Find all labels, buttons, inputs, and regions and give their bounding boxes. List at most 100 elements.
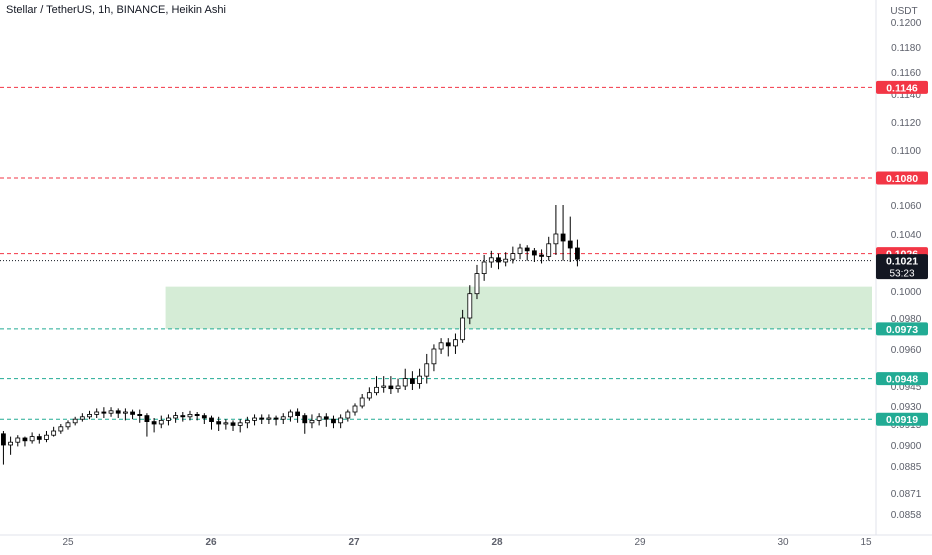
candle-body-down	[560, 233, 566, 242]
price-axis-currency: USDT	[890, 6, 917, 17]
support-price-label: 0.0948	[886, 374, 918, 386]
price-tick-label: 0.1160	[891, 68, 921, 79]
candle-body-down	[331, 418, 336, 424]
candle-body-down	[496, 257, 501, 263]
candle-body-down	[1, 433, 6, 446]
candle-body-up	[252, 417, 257, 421]
candle-body-up	[29, 436, 35, 442]
candle-body-up	[352, 405, 358, 413]
price-tick-label: 0.0960	[891, 345, 922, 356]
time-tick-label: 28	[491, 537, 503, 548]
candle-body-up	[123, 411, 128, 414]
candle-body-up	[280, 416, 286, 420]
candle-body-down	[273, 417, 279, 420]
candle-body-down	[230, 422, 236, 426]
candle-body-down	[539, 254, 544, 257]
candle-body-up	[244, 419, 250, 424]
candle-body-up	[510, 253, 516, 260]
candle-body-up	[237, 422, 243, 426]
price-tick-label: 0.0980	[891, 314, 922, 325]
candle-body-down	[36, 436, 42, 440]
support-price-label: 0.0919	[886, 414, 918, 426]
resistance-price-label-bg	[876, 80, 928, 94]
candle-body-down	[302, 415, 308, 424]
resistance-price-label: 0.1146	[886, 82, 918, 94]
candle-body-up	[309, 419, 315, 424]
support-price-label-bg	[876, 322, 928, 336]
candle-body-down	[137, 413, 143, 416]
candle-body-up	[58, 426, 64, 432]
price-tick-label: 0.0945	[891, 382, 922, 393]
price-tick-label: 0.1100	[891, 146, 921, 157]
candle-body-up	[381, 385, 387, 388]
candle-body-down	[445, 342, 451, 347]
candle-body-up	[72, 418, 78, 424]
price-tick-label: 0.1200	[891, 18, 922, 29]
candle-body-up	[44, 434, 49, 440]
time-tick-label: 27	[348, 537, 360, 548]
candle-body-up	[166, 417, 171, 421]
candle-body-up	[366, 392, 372, 399]
price-tick-label: 0.0930	[891, 402, 922, 413]
time-tick-label: 15	[860, 537, 872, 548]
candle-body-up	[266, 417, 272, 420]
candle-body-down	[209, 417, 214, 422]
time-tick-label: 26	[205, 537, 217, 548]
candle-body-up	[395, 385, 401, 390]
candle-body-down	[101, 411, 107, 414]
candle-body-down	[130, 411, 135, 415]
candle-body-down	[194, 413, 200, 416]
candle-body-up	[187, 413, 193, 418]
price-tick-label: 0.1140	[891, 90, 921, 101]
candle-body-up	[374, 386, 379, 394]
candle-body-up	[488, 257, 494, 263]
price-tick-label: 0.1060	[891, 201, 922, 212]
symbol-title: Stellar / TetherUS, 1h, BINANCE, Heikin …	[6, 4, 226, 16]
candle-body-up	[431, 348, 437, 365]
current-price-tag	[876, 254, 928, 280]
candle-body-down	[180, 415, 186, 418]
bar-countdown-label: 53:23	[889, 269, 914, 280]
candle-body-up	[345, 411, 351, 419]
candle-body-down	[524, 247, 530, 252]
support-price-label: 0.0973	[886, 324, 918, 336]
candle-body-up	[424, 363, 430, 377]
support-price-label-bg	[876, 372, 928, 386]
candle-body-up	[481, 261, 487, 275]
time-tick-label: 29	[634, 537, 646, 548]
candle-body-up	[359, 397, 365, 407]
candle-body-up	[87, 413, 92, 418]
price-tick-label: 0.0871	[891, 489, 922, 500]
price-tick-label: 0.1120	[891, 118, 921, 129]
candle-body-down	[115, 410, 121, 414]
candle-body-up	[108, 410, 114, 414]
candle-body-up	[8, 441, 14, 446]
candle-body-up	[417, 375, 422, 384]
time-tick-label: 25	[62, 537, 74, 548]
price-tick-label: 0.0858	[891, 510, 922, 521]
candle-body-up	[316, 416, 322, 421]
candle-body-up	[402, 378, 408, 387]
candle-body-up	[94, 411, 100, 415]
candle-body-up	[338, 417, 344, 424]
candle-body-up	[467, 293, 473, 319]
candle-body-up	[288, 411, 293, 418]
candle-body-down	[22, 437, 28, 442]
candle-body-up	[15, 437, 21, 443]
price-tick-label: 0.1180	[891, 43, 921, 54]
candle-body-up	[158, 419, 164, 425]
candle-body-down	[216, 421, 222, 425]
candle-body-down	[531, 250, 537, 256]
candle-body-up	[517, 247, 523, 254]
time-tick-label: 30	[777, 537, 789, 548]
price-tick-label: 0.1000	[891, 287, 922, 298]
candle-body-up	[65, 422, 71, 428]
price-tick-label: 0.0885	[891, 462, 922, 473]
price-tick-label: 0.1040	[891, 230, 922, 241]
support-price-label-bg	[876, 412, 928, 426]
current-price-label: 0.1021	[886, 256, 918, 268]
candle-body-down	[567, 240, 573, 249]
resistance-price-label-bg	[876, 171, 928, 185]
